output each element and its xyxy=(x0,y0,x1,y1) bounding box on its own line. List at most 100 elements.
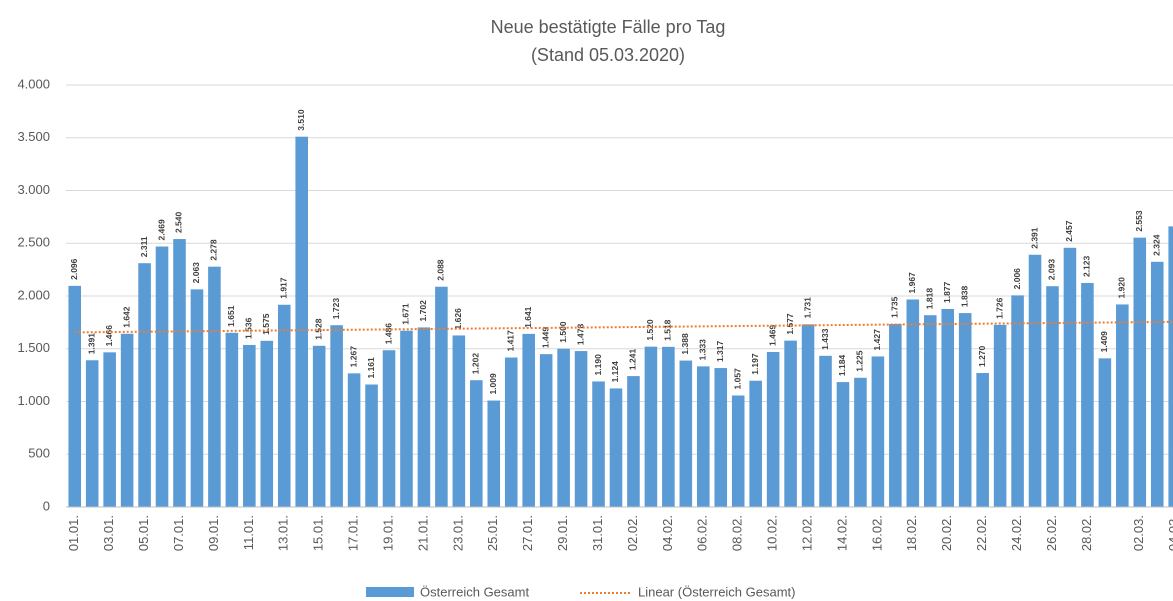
value-label: 1.671 xyxy=(401,303,411,325)
bar xyxy=(1063,247,1077,507)
bar xyxy=(435,286,448,507)
value-label: 1.388 xyxy=(680,333,690,355)
bar xyxy=(120,333,134,507)
bar xyxy=(836,382,850,507)
value-label: 1.466 xyxy=(104,325,114,347)
x-tick-label: 12.02. xyxy=(799,515,814,551)
value-label: 1.409 xyxy=(1099,331,1109,353)
value-label: 2.324 xyxy=(1152,234,1162,256)
x-tick-label: 27.01. xyxy=(520,515,535,551)
bar xyxy=(731,395,745,507)
x-tick-label: 16.02. xyxy=(869,515,884,551)
bar xyxy=(365,384,378,507)
value-label: 2.457 xyxy=(1064,220,1074,242)
x-tick-label: 02.03. xyxy=(1131,515,1146,551)
value-label: 1.486 xyxy=(383,323,393,345)
bar xyxy=(382,350,396,507)
bar xyxy=(470,380,483,507)
y-tick-label: 2.500 xyxy=(17,235,50,250)
bar xyxy=(260,340,274,507)
value-label: 1.877 xyxy=(942,281,952,303)
bar xyxy=(522,333,535,507)
bar xyxy=(714,368,728,507)
x-tick-label: 04.03. xyxy=(1166,515,1173,551)
value-label: 1.818 xyxy=(925,288,935,310)
value-label: 1.267 xyxy=(348,346,358,368)
value-label: 1.626 xyxy=(453,308,463,330)
bar xyxy=(539,354,553,507)
bar xyxy=(190,289,204,507)
bar xyxy=(976,373,989,507)
x-tick-label: 26.02. xyxy=(1044,515,1059,551)
value-label: 1.161 xyxy=(366,357,376,379)
chart-title: Neue bestätigte Fälle pro Tag xyxy=(491,17,726,37)
value-label: 1.726 xyxy=(994,297,1004,319)
x-tick-label: 05.01. xyxy=(136,515,151,551)
value-label: 1.184 xyxy=(837,355,847,377)
value-label: 1.500 xyxy=(558,321,568,343)
bar xyxy=(155,246,169,507)
value-label: 1.838 xyxy=(959,286,969,308)
value-label: 1.642 xyxy=(121,306,131,328)
bar xyxy=(871,356,885,507)
value-label: 1.917 xyxy=(279,277,289,299)
x-tick-label: 01.01. xyxy=(66,515,81,551)
value-label: 1.057 xyxy=(732,368,742,390)
bar xyxy=(819,355,832,507)
value-label: 2.540 xyxy=(174,211,184,233)
y-tick-label: 1.000 xyxy=(17,393,50,408)
value-label: 1.651 xyxy=(226,305,236,327)
x-tick-label: 31.01. xyxy=(590,515,605,551)
value-label: 1.577 xyxy=(785,313,795,335)
value-label: 2.311 xyxy=(139,236,149,257)
bar xyxy=(609,388,623,507)
bar xyxy=(68,285,82,507)
bar xyxy=(504,357,518,507)
bar xyxy=(400,330,413,507)
value-label: 1.702 xyxy=(418,300,428,322)
value-label: 1.417 xyxy=(505,330,515,352)
bar xyxy=(749,380,762,507)
trendline xyxy=(74,320,1173,334)
x-tick-label: 20.02. xyxy=(939,515,954,551)
bar xyxy=(243,344,256,507)
bar xyxy=(225,332,239,507)
bar xyxy=(295,136,308,507)
bar xyxy=(1133,237,1147,507)
value-label: 3.510 xyxy=(296,109,306,131)
y-tick-label: 3.000 xyxy=(17,182,50,197)
x-tick-label: 18.02. xyxy=(904,515,919,551)
x-tick-label: 15.01. xyxy=(311,515,326,551)
bar xyxy=(941,308,955,507)
value-label: 1.225 xyxy=(855,350,865,372)
value-label: 1.967 xyxy=(907,272,917,294)
x-tick-label: 11.01. xyxy=(241,515,256,550)
x-tick-label: 13.01. xyxy=(276,515,291,551)
value-label: 2.553 xyxy=(1134,210,1144,232)
bar xyxy=(854,377,867,507)
value-label: 1.469 xyxy=(767,324,777,346)
value-label: 1.641 xyxy=(523,306,533,328)
value-label: 1.427 xyxy=(872,329,882,351)
bar xyxy=(1011,295,1024,507)
y-tick-label: 500 xyxy=(28,446,50,461)
x-tick-label: 10.02. xyxy=(765,515,780,551)
bar xyxy=(801,324,815,507)
bar xyxy=(592,381,605,507)
value-label: 2.096 xyxy=(69,258,79,280)
bar xyxy=(627,376,640,507)
value-label: 2.088 xyxy=(436,259,446,281)
x-tick-label: 25.01. xyxy=(485,515,500,551)
x-tick-label: 07.01. xyxy=(171,515,186,551)
x-tick-label: 23.01. xyxy=(450,515,465,551)
bar xyxy=(208,266,221,507)
value-label: 1.528 xyxy=(313,318,323,340)
bar xyxy=(574,351,588,507)
value-label: 2.391 xyxy=(1029,227,1039,249)
y-tick-label: 4.000 xyxy=(17,76,50,91)
value-label: 2.278 xyxy=(209,239,219,261)
bar xyxy=(784,340,797,507)
bar xyxy=(1028,254,1042,507)
value-label: 1.241 xyxy=(628,349,638,371)
